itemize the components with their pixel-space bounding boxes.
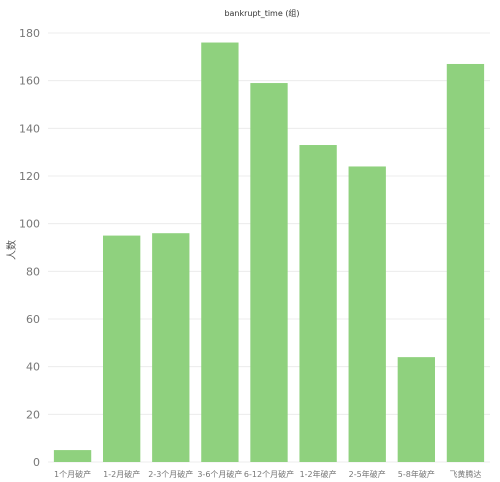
y-tick-label: 160 xyxy=(19,75,40,88)
x-tick-label: 2-5年破产 xyxy=(349,469,386,479)
y-tick-label: 100 xyxy=(19,218,40,231)
y-tick-label: 80 xyxy=(26,265,40,278)
bar xyxy=(103,235,141,462)
bar xyxy=(152,233,190,462)
y-tick-label: 0 xyxy=(33,456,40,469)
x-tick-label: 1-2年破产 xyxy=(300,469,337,479)
x-tick-label: 6-12个月破产 xyxy=(244,469,294,479)
bar xyxy=(250,83,288,463)
x-tick-label: 2-3个月破产 xyxy=(148,469,193,479)
y-tick-label: 40 xyxy=(26,361,40,374)
chart-title: bankrupt_time (组) xyxy=(224,8,299,18)
x-tick-label: 5-8年破产 xyxy=(398,469,435,479)
bars xyxy=(53,42,485,463)
y-axis-label: 人数 xyxy=(5,240,18,260)
x-tick-labels: 1个月破产 1-2月破产 2-3个月破产 3-6个月破产 6-12个月破产 1-2年破产 2… xyxy=(54,469,481,479)
x-tick-label: 3-6个月破产 xyxy=(197,469,242,479)
y-tick-label: 60 xyxy=(26,313,40,326)
y-tick-labels: 0 20 40 60 80 100 120 140 160 180 xyxy=(19,27,40,469)
y-tick-label: 140 xyxy=(19,122,40,135)
bar xyxy=(348,166,386,462)
bar xyxy=(201,42,239,463)
x-tick-label: 1-2月破产 xyxy=(103,469,140,479)
y-tick-label: 120 xyxy=(19,170,40,183)
bar xyxy=(446,63,485,462)
bar xyxy=(299,145,337,462)
y-tick-label: 20 xyxy=(26,408,40,421)
bar xyxy=(397,357,435,462)
y-tick-label: 180 xyxy=(19,27,40,40)
x-tick-label: 1个月破产 xyxy=(54,469,91,479)
x-tick-label: 飞黄腾达 xyxy=(449,469,481,479)
bar xyxy=(53,450,92,462)
